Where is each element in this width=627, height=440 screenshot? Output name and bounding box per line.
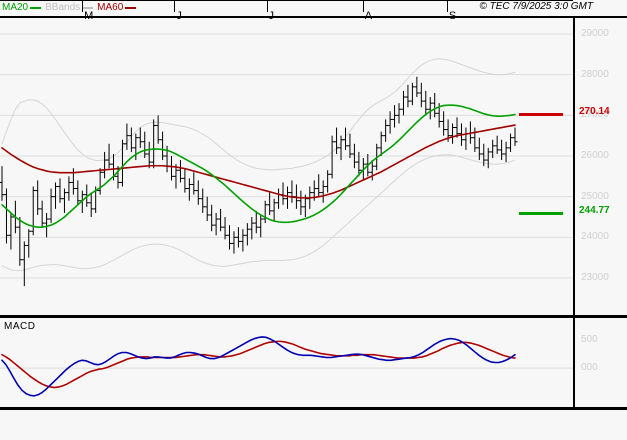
legend-swatch-bbands <box>82 7 94 9</box>
price-scale-axis: 23000 24000 25000 26000 27000 28000 29000 270.1… <box>519 18 627 315</box>
x-tick-label-M: M <box>84 10 94 22</box>
price-tick-24000: 24000 <box>581 231 609 243</box>
series-legend: MA20 BBands MA60 <box>2 1 137 15</box>
price-plot-area[interactable] <box>0 18 573 315</box>
macd-plot-area[interactable]: MACD <box>0 318 573 407</box>
price-plot-svg <box>0 33 573 287</box>
ma60-value-badge: 270.14 <box>579 106 610 118</box>
x-tick-mark <box>362 0 364 12</box>
x-tick-mark <box>266 0 268 12</box>
legend-item-ma20[interactable]: MA20 <box>2 2 42 13</box>
ma60-marker-line <box>519 113 563 117</box>
x-tick-mark <box>174 0 176 12</box>
macd-tick-000: 000 <box>581 362 598 374</box>
macd-panel: MACD 500 000 <box>0 315 627 410</box>
x-tick-label-J: J <box>268 10 275 22</box>
macd-tick-500: 500 <box>581 334 598 346</box>
x-tick-label-S: S <box>448 10 457 22</box>
price-tick-27000: 27000 <box>581 109 609 121</box>
ma20-value-badge: 244.77 <box>579 205 610 217</box>
price-panel: 23000 24000 25000 26000 27000 28000 29000 270.1… <box>0 16 627 315</box>
x-tick-label-J: J <box>176 10 182 22</box>
macd-scale-axis: 500 000 <box>573 318 627 407</box>
ma20-marker-line <box>519 212 563 216</box>
legend-item-bbands[interactable]: BBands <box>45 2 94 13</box>
x-tick-mark <box>82 0 84 12</box>
x-tick-label-A: A <box>364 10 373 22</box>
price-tick-25000: 25000 <box>581 190 609 202</box>
x-tick-mark <box>446 0 448 12</box>
legend-label-bbands: BBands <box>45 2 81 13</box>
price-tick-26000: 26000 <box>581 150 609 161</box>
legend-label-ma60: MA60 <box>97 2 124 13</box>
price-tick-29000: 29000 <box>581 28 609 39</box>
macd-plot-svg <box>0 336 573 397</box>
price-tick-23000: 23000 <box>581 272 609 283</box>
macd-title: MACD <box>4 321 36 332</box>
chart-header: MA20 BBands MA60 © TEC 7/9/2025 3:0 GMT <box>0 0 627 16</box>
legend-item-ma60[interactable]: MA60 <box>97 2 137 13</box>
legend-label-ma20: MA20 <box>2 2 29 13</box>
price-tick-28000: 28000 <box>581 68 609 80</box>
legend-swatch-ma20 <box>30 7 42 9</box>
x-axis-line <box>0 0 573 1</box>
legend-swatch-ma60 <box>125 7 137 9</box>
copyright-timestamp: © TEC 7/9/2025 3:0 GMT <box>479 1 593 12</box>
